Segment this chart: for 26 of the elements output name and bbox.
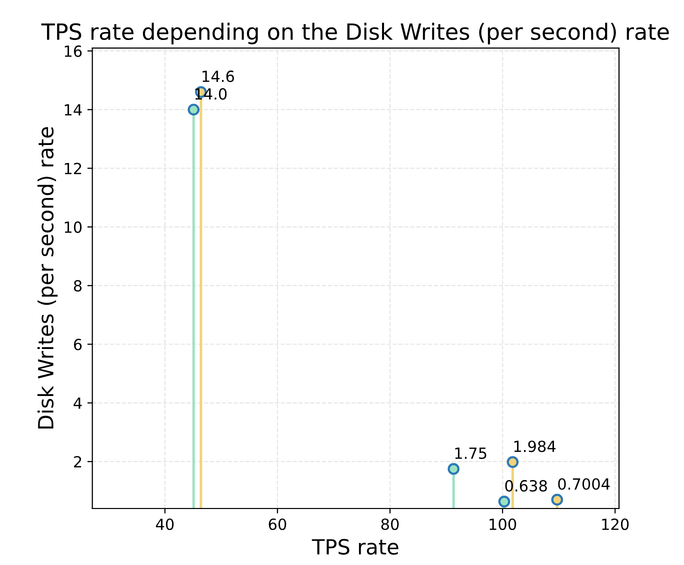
y-tick-label: 12 [64, 162, 82, 174]
point [448, 463, 460, 475]
y-axis-title: Disk Writes (per second) rate [37, 127, 58, 429]
point [551, 494, 564, 506]
y-tick-label: 16 [64, 45, 82, 57]
point [498, 496, 510, 508]
y-tick-label: 2 [74, 456, 82, 468]
x-axis-title: TPS rate [312, 538, 398, 555]
point [506, 456, 519, 468]
x-tick-label: 80 [381, 518, 399, 530]
data-label: 14.6 [202, 70, 234, 82]
chart-title: TPS rate depending on the Disk Writes (per second) rate [41, 22, 669, 44]
point [188, 104, 200, 116]
y-tick-label: 14 [64, 104, 82, 116]
x-tick-label: 120 [602, 518, 629, 530]
x-tick-label: 60 [268, 518, 286, 530]
data-label: 0.638 [505, 480, 547, 492]
y-tick-label: 4 [74, 398, 82, 409]
x-tick-label: 40 [156, 518, 174, 530]
y-tick-label: 10 [64, 221, 82, 233]
y-tick-label: 6 [74, 338, 82, 350]
data-label: 0.7004 [558, 478, 610, 490]
x-tick-label: 100 [490, 518, 516, 530]
y-tick-label: 8 [74, 280, 82, 292]
data-label: 1.984 [514, 440, 556, 452]
data-label: 1.75 [455, 448, 486, 459]
